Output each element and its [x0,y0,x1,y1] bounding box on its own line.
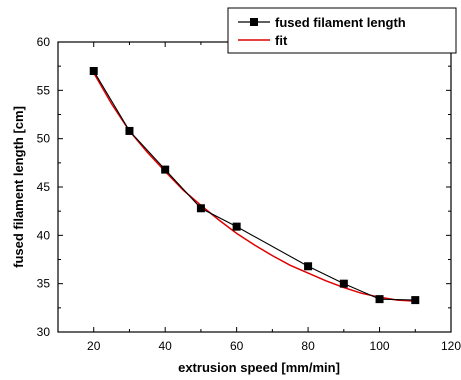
plot-layer [89,67,420,305]
y-tick-label: 45 [37,180,51,194]
x-axis-label: extrusion speed [mm/min] [178,360,340,375]
data-point-measured [375,295,384,304]
data-point-measured [411,296,420,305]
x-tick-label: 120 [441,339,461,353]
plot-frame [57,41,452,333]
x-tick-label: 60 [230,339,244,353]
data-point-measured [161,165,170,174]
data-point-measured [232,222,241,231]
y-tick-label: 30 [37,325,51,339]
x-tick-label: 80 [301,339,315,353]
legend-label-measured: fused filament length [275,15,406,30]
legend-label-fit: fit [275,33,288,48]
legend-marker-measured [250,18,258,26]
y-tick-label: 55 [37,83,51,97]
y-axis-label: fused filament length [cm] [11,106,26,268]
y-tick-label: 60 [37,35,51,49]
data-point-measured [304,262,313,271]
x-tick-label: 40 [159,339,173,353]
x-tick-label: 20 [87,339,101,353]
series-fit-line [93,72,416,302]
series-measured-line [93,70,416,301]
y-tick-label: 35 [37,277,51,291]
x-tick-label: 100 [370,339,390,353]
data-point-measured [125,126,134,135]
data-point-measured [196,204,205,213]
data-point-measured [339,279,348,288]
y-tick-label: 40 [37,228,51,242]
data-point-measured [89,67,98,75]
y-tick-label: 50 [37,132,51,146]
legend-box [227,7,457,54]
legend: fused filament length fit [227,7,457,54]
